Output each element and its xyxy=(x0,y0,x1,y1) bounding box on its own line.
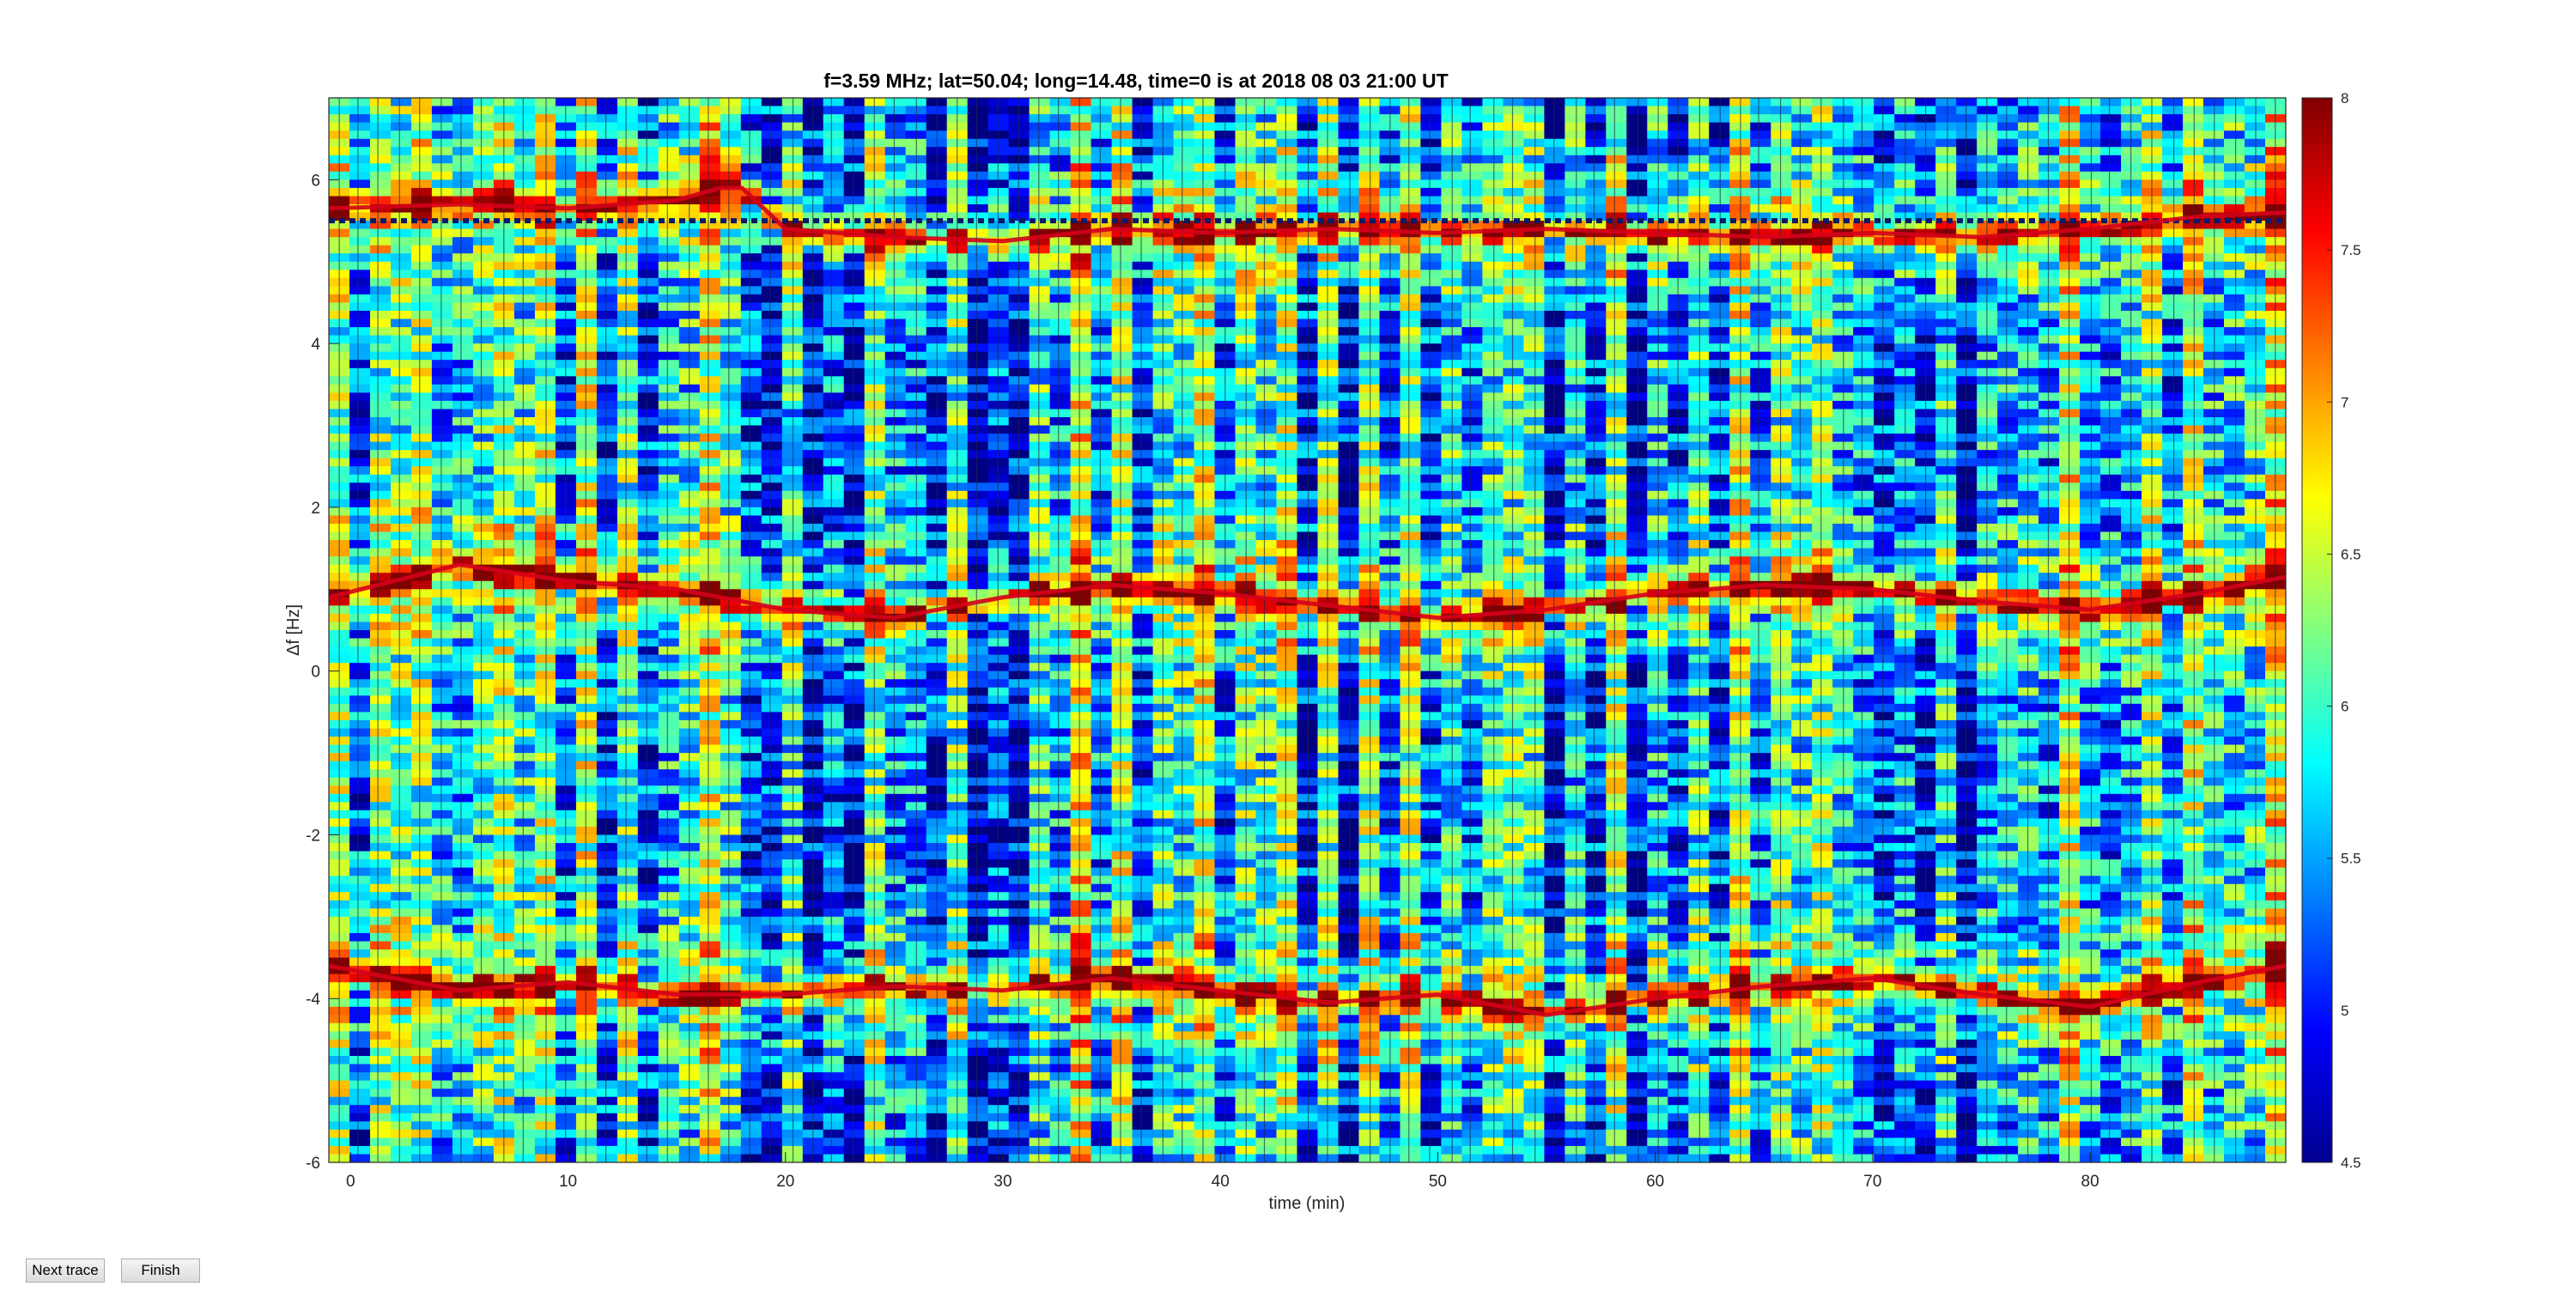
y-tick-label: 0 xyxy=(311,664,320,682)
y-tick-label: -4 xyxy=(306,991,320,1009)
y-tick-label: 6 xyxy=(311,172,320,190)
trace-middle xyxy=(328,562,2287,621)
colorbar-tick-label: 7 xyxy=(2341,394,2348,410)
heatmap-plot xyxy=(329,98,2286,1162)
colorbar xyxy=(2301,97,2333,1163)
x-axis-label: time (min) xyxy=(1269,1194,1346,1213)
x-tick-label: 0 xyxy=(346,1173,355,1191)
trace-lower xyxy=(328,963,2287,1017)
y-tick-label: -2 xyxy=(306,827,320,845)
colorbar-tick-label: 5 xyxy=(2341,1003,2348,1019)
y-tick-label: 2 xyxy=(311,500,320,518)
y-tick-label: -6 xyxy=(306,1155,320,1173)
y-tick-label: 4 xyxy=(311,336,320,354)
chart-title: f=3.59 MHz; lat=50.04; long=14.48, time=… xyxy=(823,70,1448,92)
x-tick-label: 20 xyxy=(776,1173,794,1191)
next-trace-button[interactable]: Next trace xyxy=(26,1259,105,1283)
x-tick-label: 10 xyxy=(559,1173,577,1191)
colorbar-tick-label: 8 xyxy=(2341,90,2348,106)
finish-button[interactable]: Finish xyxy=(121,1259,200,1283)
colorbar-axis: 4.5 5 5.5 6 6.5 7 7.5 8 xyxy=(2327,90,2361,1171)
trace-upper xyxy=(328,185,2287,244)
x-tick-label: 70 xyxy=(1863,1173,1881,1191)
trace-lines xyxy=(328,185,2287,1017)
y-axis-label: Δf [Hz] xyxy=(284,604,303,656)
colorbar-tick-label: 7.5 xyxy=(2341,242,2361,258)
x-axis: 0 10 20 30 40 50 60 70 80 xyxy=(346,1152,2099,1191)
colorbar-tick-label: 4.5 xyxy=(2341,1155,2361,1171)
x-tick-label: 40 xyxy=(1212,1173,1230,1191)
x-tick-label: 50 xyxy=(1429,1173,1447,1191)
x-tick-label: 30 xyxy=(993,1173,1012,1191)
plot-frame xyxy=(328,97,2287,1163)
y-axis: -6 -4 -2 0 2 4 6 xyxy=(306,172,339,1173)
x-tick-label: 80 xyxy=(2081,1173,2099,1191)
x-tick-label: 60 xyxy=(1646,1173,1664,1191)
colorbar-tick-label: 5.5 xyxy=(2341,851,2361,867)
colorbar-tick-label: 6 xyxy=(2341,699,2348,715)
colorbar-tick-label: 6.5 xyxy=(2341,546,2361,562)
